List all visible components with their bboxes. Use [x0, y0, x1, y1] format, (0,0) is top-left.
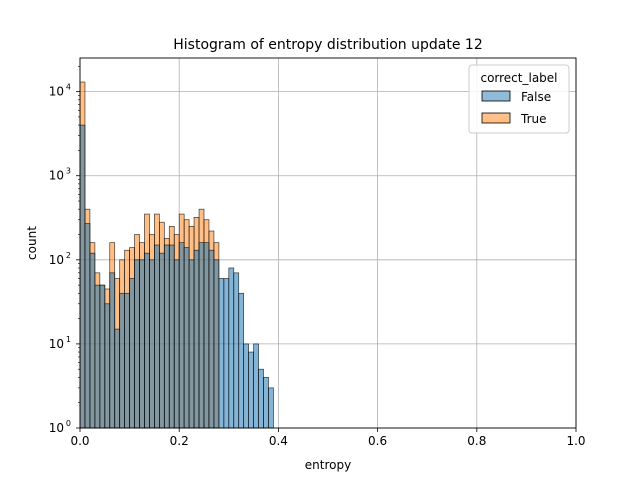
bar-false	[218, 278, 225, 429]
bar-false	[203, 242, 210, 429]
bar-false	[243, 343, 249, 429]
bar-false	[129, 278, 135, 429]
bar-false	[188, 259, 195, 429]
y-tick-base: 10	[49, 337, 64, 351]
y-tick-exponent: 0	[66, 419, 71, 428]
y-axis-label: count	[25, 226, 39, 260]
x-tick-label: 0.0	[70, 434, 89, 448]
y-tick-label: 10	[49, 169, 64, 183]
x-tick-label: 0.6	[368, 434, 387, 448]
bar-false	[168, 244, 175, 429]
y-tick-label: 10	[49, 421, 64, 435]
legend-label-true: True	[520, 112, 547, 126]
y-tick-exponent: 2	[66, 251, 71, 260]
bar-false	[114, 328, 121, 429]
legend-label-false: False	[521, 90, 551, 104]
bar-false	[119, 292, 125, 429]
bar-false	[109, 272, 116, 429]
bar-false	[233, 272, 240, 429]
x-axis-label: entropy	[305, 458, 351, 472]
bar-false	[124, 292, 130, 429]
y-tick-base: 10	[49, 253, 64, 267]
y-tick-base: 10	[49, 169, 64, 183]
bar-false	[79, 124, 86, 429]
bar-false	[238, 292, 245, 429]
y-tick-exponent: 3	[66, 167, 71, 176]
bar-false	[149, 259, 155, 429]
legend-swatch-true	[481, 112, 511, 124]
bar-false	[248, 351, 254, 429]
bar-false	[94, 284, 101, 429]
bar-false	[258, 368, 264, 429]
chart-title: Histogram of entropy distribution update…	[173, 37, 482, 53]
y-tick-exponent: 4	[66, 83, 71, 92]
x-tick-label: 0.8	[467, 434, 486, 448]
bar-false	[173, 259, 180, 429]
x-tick-label: 0.2	[170, 434, 189, 448]
bar-false	[213, 259, 220, 429]
legend-swatch-false	[481, 90, 511, 102]
y-tick-base: 10	[49, 421, 64, 435]
y-tick-exponent: 1	[66, 335, 71, 344]
bar-false	[104, 303, 111, 429]
y-tick-label: 10	[49, 337, 64, 351]
bar-false	[223, 278, 230, 429]
plot-frame	[79, 57, 577, 429]
bar-false	[89, 252, 96, 429]
bar-false	[84, 223, 91, 429]
y-tick-label: 10	[49, 85, 64, 99]
bar-false	[134, 259, 140, 429]
x-tick-label: 0.4	[269, 434, 288, 448]
legend-title: correct_label	[480, 71, 557, 85]
bar-false	[228, 267, 235, 429]
legend: correct_label False True	[468, 64, 570, 134]
bar-false	[268, 387, 274, 429]
bar-false	[253, 343, 259, 429]
bar-false	[198, 242, 205, 429]
bar-false	[144, 252, 150, 429]
bar-false	[139, 259, 145, 429]
x-tick-label: 1.0	[566, 434, 585, 448]
y-tick-label: 10	[49, 253, 64, 267]
bar-false	[159, 252, 165, 429]
bar-false	[208, 249, 215, 429]
y-tick-base: 10	[49, 85, 64, 99]
series-false-bars	[79, 124, 274, 429]
bar-false	[163, 244, 170, 429]
bar-false	[263, 377, 269, 429]
bar-false	[154, 244, 160, 429]
bar-false	[183, 247, 190, 429]
bar-false	[99, 284, 106, 429]
bar-false	[178, 242, 185, 429]
bar-false	[193, 249, 200, 429]
x-axis-ticks: 0.0 0.2 0.4 0.6 0.8 1.0	[70, 428, 586, 448]
